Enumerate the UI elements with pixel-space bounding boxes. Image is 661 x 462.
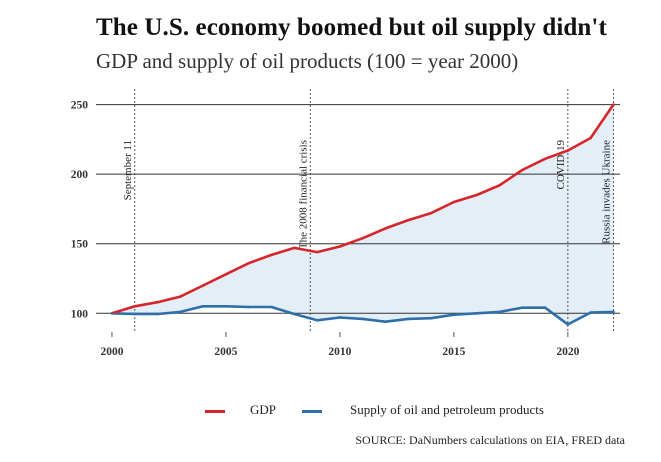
oil-point-2018: [520, 306, 524, 310]
annotation-label-3: Russia invades Ukraine: [600, 140, 612, 244]
oil-point-2017: [498, 310, 501, 314]
x-tick-label-2015: 2015: [442, 346, 465, 358]
y-axis-labels: 100 150 200 250: [71, 100, 89, 321]
oil-point-2007: [270, 305, 273, 309]
oil-point-2022: [612, 310, 615, 314]
annotation-label-2: COVID-19: [555, 140, 567, 190]
x-tick-label-2005: 2005: [214, 346, 237, 358]
line-chart: 100 150 200 250 2000 2005 2010 2015 2020 Septem…: [71, 89, 620, 358]
oil-point-2003: [179, 310, 182, 314]
gdp-point-2016: [475, 193, 478, 197]
legend-oil-swatch: [302, 410, 322, 413]
gdp-point-2017: [498, 183, 501, 187]
oil-point-2009: [315, 318, 319, 322]
gdp-point-2020: [566, 149, 570, 152]
gdp-point-2011: [361, 236, 364, 240]
gdp-point-2014: [429, 211, 433, 215]
gdp-point-2001: [133, 305, 137, 308]
annotation-label-1: The 2008 financial crisis: [297, 140, 309, 249]
gdp-point-2007: [270, 253, 273, 257]
gdp-point-2022: [612, 103, 615, 106]
oil-point-2019: [543, 306, 547, 310]
oil-point-2014: [429, 316, 433, 320]
chart-title: The U.S. economy boomed but oil supply d…: [96, 14, 607, 41]
gap-fill-area: [112, 104, 614, 325]
chart-subtitle: GDP and supply of oil products (100 = ye…: [96, 49, 519, 73]
legend-oil-label: Supply of oil and petroleum products: [350, 402, 544, 417]
x-tick-label-2010: 2010: [328, 346, 351, 358]
grid-lines: [96, 104, 620, 314]
gdp-point-2004: [201, 284, 205, 287]
gdp-point-2009: [315, 250, 319, 254]
gdp-point-2005: [224, 273, 228, 276]
x-tick-label-2000: 2000: [100, 346, 123, 358]
gdp-point-2006: [247, 261, 251, 265]
event-annotations: September 11 The 2008 financial crisis COV…: [122, 89, 614, 332]
x-axis: 2000 2005 2010 2015 2020: [100, 332, 580, 358]
gdp-point-2008: [293, 246, 296, 250]
oil-point-2001: [133, 312, 137, 316]
data-points: [110, 103, 615, 326]
legend-gdp-swatch: [205, 410, 225, 413]
gdp-point-2002: [156, 300, 159, 304]
gdp-point-2018: [520, 168, 524, 172]
oil-point-2004: [201, 305, 205, 308]
oil-point-2002: [156, 312, 159, 316]
oil-point-2015: [452, 313, 456, 316]
y-tick-label-250: 250: [71, 100, 89, 112]
oil-point-2005: [224, 305, 228, 308]
gdp-point-2021: [589, 136, 592, 140]
source-note: SOURCE: DaNumbers calculations on EIA, F…: [355, 433, 625, 447]
gdp-point-2012: [384, 227, 387, 230]
oil-point-2011: [361, 317, 364, 321]
oil-point-2021: [589, 311, 592, 314]
y-tick-label-100: 100: [71, 308, 89, 320]
oil-point-2013: [406, 317, 410, 321]
legend: GDP Supply of oil and petroleum products: [0, 399, 661, 423]
oil-point-2016: [475, 312, 478, 315]
gdp-point-2015: [452, 200, 456, 204]
gdp-point-2013: [406, 218, 410, 222]
annotation-label-0: September 11: [122, 140, 134, 200]
y-tick-label-200: 200: [71, 169, 89, 181]
oil-point-2000: [110, 312, 114, 315]
gdp-point-2010: [338, 245, 342, 248]
gdp-point-2019: [543, 157, 547, 161]
legend-gdp-label: GDP: [250, 402, 277, 417]
oil-point-2020: [566, 323, 570, 326]
oil-point-2006: [247, 305, 251, 309]
x-tick-label-2020: 2020: [556, 346, 579, 358]
gdp-point-2003: [179, 295, 182, 298]
oil-point-2010: [338, 316, 342, 319]
oil-point-2012: [384, 320, 387, 323]
oil-point-2008: [293, 312, 296, 316]
y-tick-label-150: 150: [71, 239, 89, 251]
